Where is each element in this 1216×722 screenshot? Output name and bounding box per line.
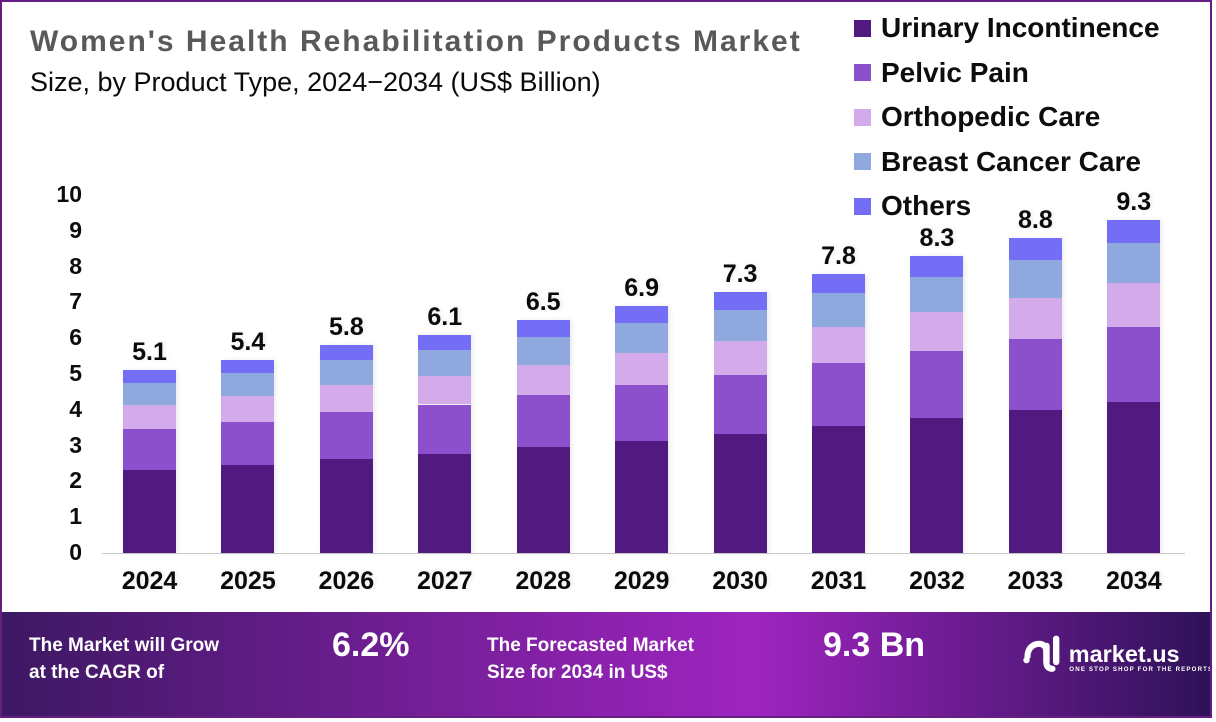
svg-text:market.us: market.us: [1069, 641, 1180, 667]
svg-text:ONE STOP SHOP FOR THE REPORTS: ONE STOP SHOP FOR THE REPORTS: [1069, 666, 1212, 673]
